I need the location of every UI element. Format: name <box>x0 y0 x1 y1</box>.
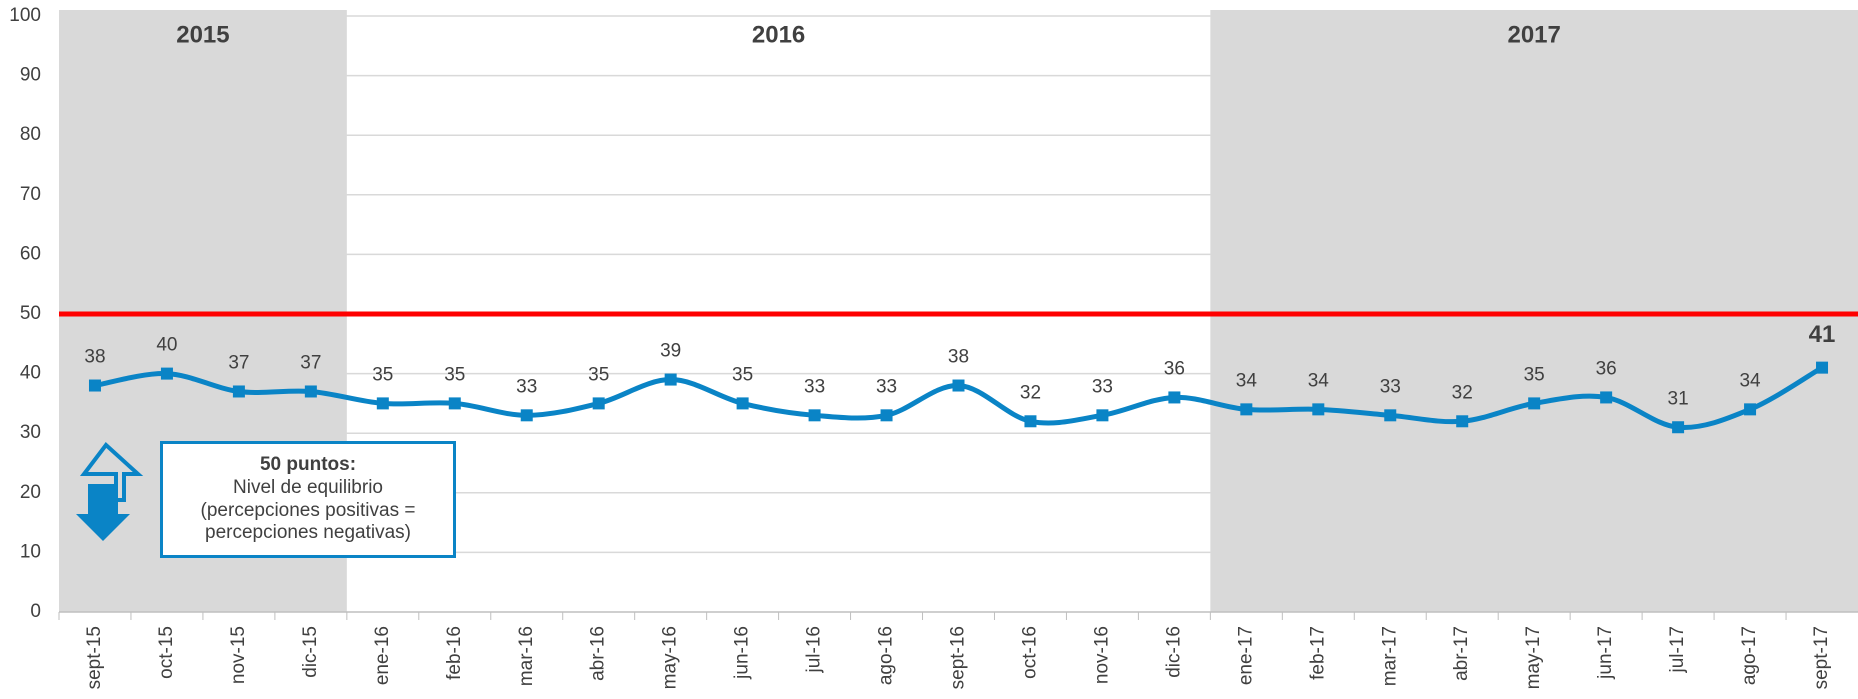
x-tick-label: oct-15 <box>156 626 177 679</box>
data-label: 34 <box>1739 370 1761 391</box>
equilibrium-icon <box>76 442 144 541</box>
data-label: 34 <box>1308 370 1330 391</box>
marker <box>520 409 533 422</box>
x-tick-label: feb-16 <box>444 626 465 680</box>
data-label: 39 <box>660 341 681 362</box>
data-label: 33 <box>804 376 825 397</box>
x-tick-label: jul-16 <box>804 626 825 673</box>
annotation-line: Nivel de equilibrio <box>233 476 383 498</box>
x-tick-label: mar-17 <box>1379 626 1400 686</box>
x-tick-label: mar-16 <box>516 626 537 686</box>
marker <box>808 409 821 422</box>
marker <box>1312 403 1325 416</box>
data-label: 33 <box>876 376 897 397</box>
annotation-line: percepciones negativas) <box>205 522 411 544</box>
data-label: 36 <box>1164 358 1185 379</box>
marker <box>664 373 677 386</box>
marker <box>376 397 389 410</box>
period-label: 2015 <box>176 21 229 48</box>
y-tick-label: 60 <box>20 243 41 264</box>
data-label: 35 <box>1524 364 1545 385</box>
marker <box>1744 403 1757 416</box>
period-shade <box>1210 10 1858 612</box>
data-label: 35 <box>732 364 753 385</box>
marker <box>1240 403 1253 416</box>
marker <box>232 385 245 398</box>
data-label: 41 <box>1809 321 1836 348</box>
x-tick-label: ene-17 <box>1235 626 1256 685</box>
marker <box>1384 409 1397 422</box>
x-tick-label: sept-16 <box>948 626 969 689</box>
marker <box>952 379 965 392</box>
marker <box>1672 421 1685 434</box>
annotation-title: 50 puntos: <box>259 453 357 475</box>
period-label: 2017 <box>1507 21 1560 48</box>
marker <box>736 397 749 410</box>
x-tick-label: jul-17 <box>1667 626 1688 673</box>
x-tick-label: dic-15 <box>300 626 321 678</box>
x-tick-label: sept-17 <box>1811 626 1832 689</box>
marker <box>1024 415 1037 428</box>
marker <box>880 409 893 422</box>
data-label: 32 <box>1020 382 1041 403</box>
data-label: 35 <box>588 364 609 385</box>
x-tick-label: dic-16 <box>1163 626 1184 678</box>
y-tick-label: 80 <box>20 124 41 145</box>
y-tick-label: 70 <box>20 184 41 205</box>
data-label: 35 <box>372 364 393 385</box>
x-tick-label: sept-15 <box>84 626 105 689</box>
marker <box>304 385 317 398</box>
data-label: 31 <box>1668 388 1689 409</box>
x-tick-label: jun-17 <box>1595 626 1616 680</box>
y-tick-label: 100 <box>9 5 41 26</box>
data-label: 37 <box>300 352 321 373</box>
data-label: 40 <box>156 335 177 356</box>
y-tick-label: 50 <box>20 303 41 324</box>
data-label: 33 <box>1380 376 1401 397</box>
marker <box>1168 391 1181 404</box>
x-tick-label: oct-16 <box>1019 626 1040 679</box>
marker <box>1816 361 1829 374</box>
marker <box>88 379 101 392</box>
data-label: 38 <box>84 347 105 368</box>
x-tick-label: nov-16 <box>1091 626 1112 684</box>
annotation-box: 50 puntos: Nivel de equilibrio (percepci… <box>160 441 456 558</box>
marker <box>1456 415 1469 428</box>
data-label: 33 <box>1092 376 1113 397</box>
marker <box>1096 409 1109 422</box>
x-tick-label: abr-16 <box>588 626 609 681</box>
period-label: 2016 <box>752 21 805 48</box>
x-tick-label: may-17 <box>1523 626 1544 689</box>
x-tick-label: feb-17 <box>1307 626 1328 680</box>
y-tick-label: 90 <box>20 65 41 86</box>
x-tick-label: ene-16 <box>372 626 393 685</box>
marker <box>448 397 461 410</box>
annotation-line: (percepciones positivas = <box>200 499 416 521</box>
data-label: 38 <box>948 347 969 368</box>
y-tick-label: 10 <box>20 541 41 562</box>
y-tick-label: 20 <box>20 482 41 503</box>
data-label: 37 <box>228 352 249 373</box>
x-tick-label: nov-15 <box>228 626 249 684</box>
x-tick-label: abr-17 <box>1451 626 1472 681</box>
x-tick-label: may-16 <box>660 626 681 689</box>
y-tick-label: 30 <box>20 422 41 443</box>
data-label: 33 <box>516 376 537 397</box>
marker <box>1528 397 1541 410</box>
marker <box>592 397 605 410</box>
data-label: 32 <box>1452 382 1473 403</box>
data-label: 35 <box>444 364 465 385</box>
x-tick-label: ago-17 <box>1739 626 1760 685</box>
marker <box>1600 391 1613 404</box>
x-tick-label: ago-16 <box>876 626 897 685</box>
y-tick-label: 0 <box>30 601 41 622</box>
data-label: 36 <box>1596 358 1617 379</box>
data-label: 34 <box>1236 370 1258 391</box>
marker <box>160 367 173 380</box>
y-tick-label: 40 <box>20 363 41 384</box>
x-tick-label: jun-16 <box>732 626 753 680</box>
